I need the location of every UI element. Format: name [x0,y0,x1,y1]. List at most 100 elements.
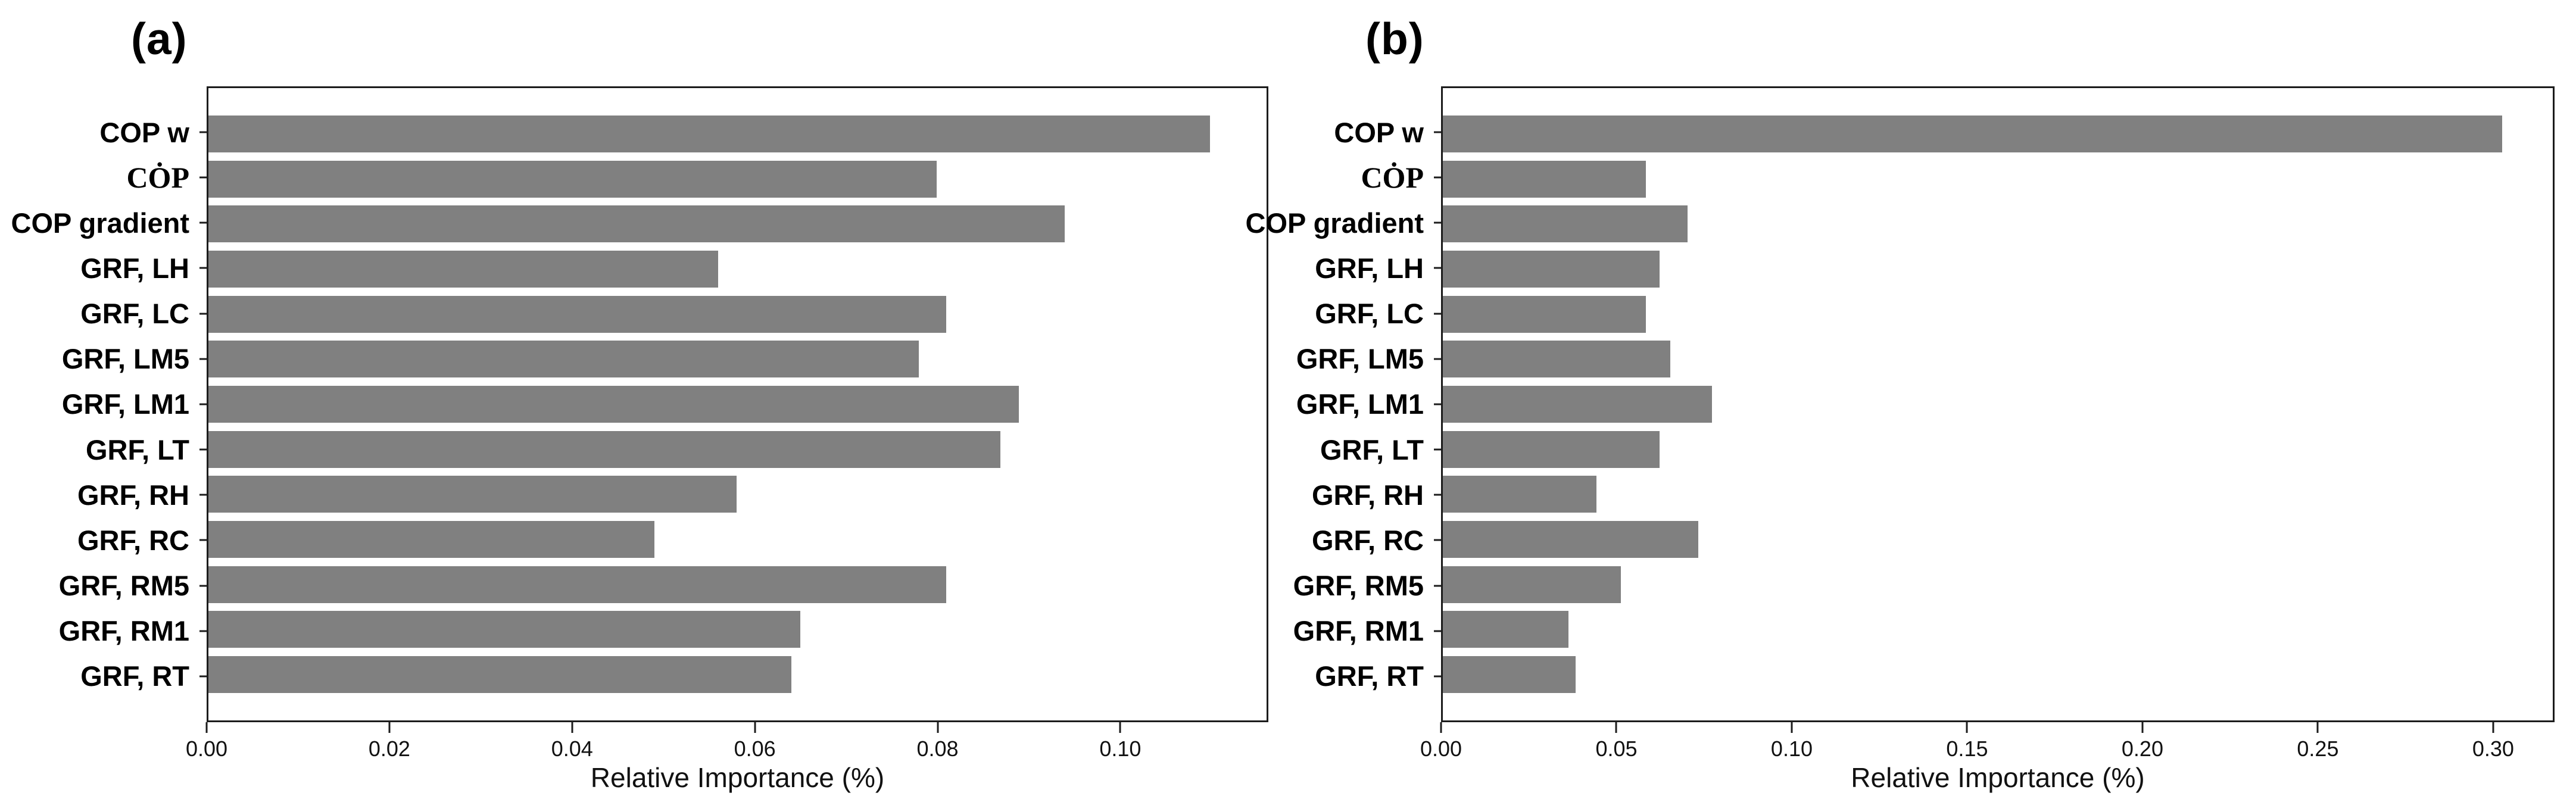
x-tick-mark [1791,722,1793,733]
bar-row [208,611,1267,648]
bar [1443,116,2502,152]
x-tick-mark [1119,722,1121,733]
y-axis-label: COP w [1215,114,1443,151]
panel-a-bars [208,88,1267,720]
x-tick-label: 0.20 [2121,736,2163,761]
bar-row [208,385,1267,423]
y-axis-label: GRF, RH [0,476,208,513]
bar [208,250,719,288]
bar-row [1443,611,2553,648]
panel-b-plot-area [1441,86,2555,722]
y-axis-label: GRF, RC [0,522,208,558]
y-tick-mark [1434,675,1443,678]
x-tick-mark [571,722,573,733]
y-tick-mark [199,675,208,678]
panel-b-x-axis-title: Relative Importance (%) [1851,762,2145,793]
x-tick-label: 0.30 [2472,736,2514,761]
bar [208,430,1001,468]
bar [1443,341,1670,378]
panel-b-y-axis-labels: COP w CȮP COP gradient GRF, LH GRF, LC GRF, L… [1215,86,1443,722]
x-tick-label: 0.25 [2297,736,2339,761]
bar [208,611,801,648]
bar-row [1443,566,2553,603]
y-axis-label: GRF, LT [0,431,208,468]
y-axis-label: COP gradient [0,204,208,241]
x-tick-label: 0.06 [734,736,776,761]
x-tick-mark [754,722,756,733]
x-tick-mark [937,722,939,733]
bar-row [208,160,1267,198]
y-tick-mark [1434,448,1443,451]
bar-row [1443,430,2553,468]
bar-row [208,430,1267,468]
bar-row [1443,205,2553,243]
x-tick-mark [1615,722,1617,733]
y-tick-mark [1434,630,1443,632]
y-axis-label: GRF, RC [1215,522,1443,558]
bar [1443,476,1597,513]
bar [208,520,655,558]
bar [1443,250,1660,288]
x-tick-mark [2492,722,2494,733]
bar-row [1443,250,2553,288]
y-axis-label: GRF, LC [1215,295,1443,332]
panel-b-chart: COP w CȮP COP gradient GRF, LH GRF, LC GRF, L… [1246,86,2555,793]
y-tick-mark [199,539,208,541]
bar [208,385,1019,423]
y-axis-label: GRF, LH [1215,249,1443,286]
bar-row [208,520,1267,558]
bar-row [208,656,1267,693]
y-tick-mark [1434,267,1443,269]
panel-b-x-tick-labels: 0.00 0.05 0.10 0.15 0.20 0.25 0.30 [1420,736,2555,763]
y-tick-mark [1434,313,1443,315]
bar-row [1443,476,2553,513]
panel-a-x-ticks [205,722,1268,734]
bar [208,341,919,378]
y-axis-label: GRF, LM1 [0,386,208,423]
bar-row [208,341,1267,378]
y-tick-mark [199,313,208,315]
y-tick-mark [1434,358,1443,360]
x-tick-mark [388,722,391,733]
bar-row [208,566,1267,603]
y-tick-mark [199,221,208,224]
x-tick-label: 0.02 [368,736,410,761]
y-axis-label: GRF, RT [0,658,208,695]
bar [208,160,937,198]
panel-a-chart: COP w CȮP COP gradient GRF, LH GRF, LC GRF, L… [11,86,1268,793]
bar [1443,160,1646,198]
y-axis-label: GRF, RM1 [1215,613,1443,650]
y-axis-label: GRF, LM5 [1215,341,1443,377]
y-axis-label: GRF, RH [1215,476,1443,513]
x-tick-mark [1966,722,1968,733]
panel-b-x-ticks [1440,722,2555,734]
y-axis-label: GRF, LM1 [1215,386,1443,423]
y-axis-label: GRF, LH [0,249,208,286]
panel-a-plot-area [207,86,1268,722]
x-tick-label: 0.00 [185,736,228,761]
bar-row [1443,656,2553,693]
y-axis-label: GRF, LC [0,295,208,332]
panel-a-x-tick-labels: 0.00 0.02 0.04 0.06 0.08 0.10 [186,736,1268,763]
y-tick-mark [199,585,208,587]
bar [208,205,1065,243]
bar [208,476,737,513]
y-tick-mark [199,448,208,451]
y-axis-label: GRF, LM5 [0,341,208,377]
bar-row [208,295,1267,333]
y-tick-mark [1434,131,1443,133]
y-tick-mark [199,358,208,360]
bar-row [1443,520,2553,558]
x-tick-mark [205,722,208,733]
x-tick-label: 0.00 [1420,736,1462,761]
y-axis-label: COP gradient [1215,204,1443,241]
y-axis-label: GRF, LT [1215,431,1443,468]
y-axis-label: GRF, RT [1215,658,1443,695]
y-axis-label: COP w [0,114,208,151]
y-tick-mark [199,176,208,179]
y-tick-mark [199,494,208,496]
y-tick-mark [1434,585,1443,587]
x-tick-label: 0.04 [551,736,593,761]
panel-b-label: (b) [1365,14,1424,64]
